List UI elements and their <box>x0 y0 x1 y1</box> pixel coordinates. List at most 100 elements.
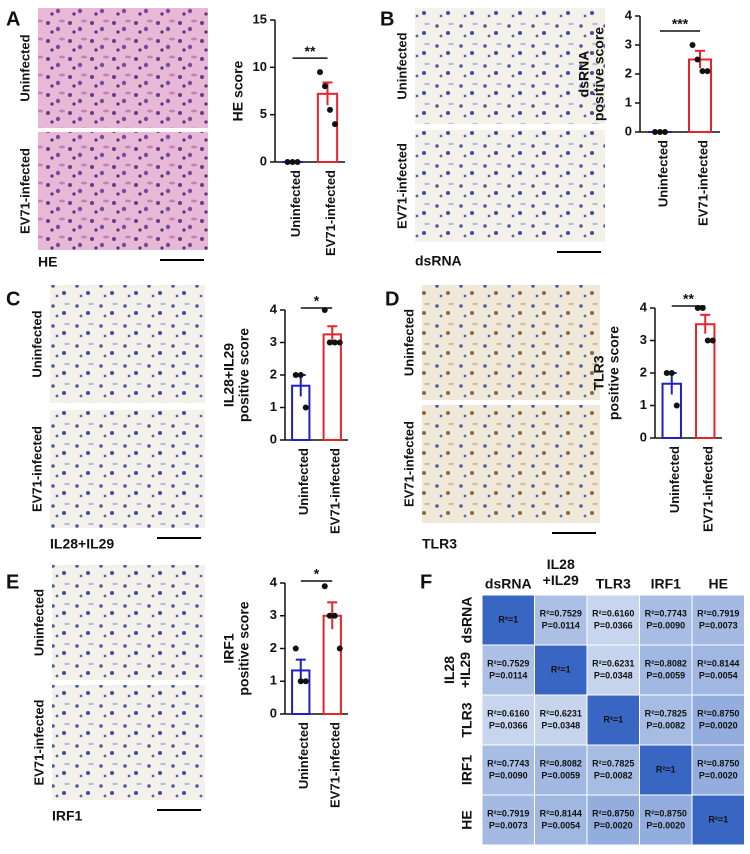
cell-r2-label: R²=0.7529 <box>540 608 582 618</box>
y-tick-label: 2 <box>270 640 277 655</box>
cell-p-label: P=0.0054 <box>699 670 738 680</box>
data-point <box>294 159 301 165</box>
data-point <box>694 56 701 63</box>
y-tick-label: 2 <box>640 364 647 379</box>
data-point <box>331 339 338 346</box>
data-point <box>302 404 309 411</box>
y-axis-title: IL28+IL29positive score <box>220 328 251 422</box>
data-point <box>331 612 338 619</box>
cell-p-label: P=0.0059 <box>541 770 580 780</box>
cell-p-label: P=0.0073 <box>489 820 528 830</box>
heatmap-cell <box>534 794 588 846</box>
y-tick-label: 2 <box>625 65 632 80</box>
image-row-label: EV71-infected <box>394 143 409 229</box>
cell-p-label: P=0.0020 <box>699 770 738 780</box>
heatmap-cell <box>586 744 640 796</box>
heatmap-cell <box>639 694 693 746</box>
y-tick-label: 5 <box>260 106 267 121</box>
cell-r2-label: R²=1 <box>708 814 728 824</box>
cell-r2-label: R²=0.6231 <box>592 658 634 668</box>
x-tick-label: EV71-infected <box>695 140 710 226</box>
cell-p-label: P=0.0348 <box>594 670 633 680</box>
data-point <box>663 370 670 376</box>
y-tick-label: 0 <box>260 153 267 168</box>
cell-r2-label: R²=0.8082 <box>645 658 687 668</box>
stain-label: dsRNA <box>415 253 462 269</box>
cell-p-label: P=0.0114 <box>542 620 580 630</box>
significance-label: * <box>314 566 320 582</box>
micrograph <box>415 8 605 124</box>
cell-p-label: P=0.0020 <box>594 820 633 830</box>
bar <box>322 333 342 441</box>
data-point <box>297 372 304 378</box>
cell-r2-label: R²=1 <box>656 764 676 774</box>
heatmap-cell <box>691 794 745 846</box>
y-tick-label: 1 <box>625 94 632 109</box>
row-label: TLR3 <box>459 702 475 737</box>
data-point <box>289 159 296 165</box>
data-point <box>709 337 716 344</box>
cell-p-label: P=0.0366 <box>594 620 633 630</box>
data-point <box>284 159 291 165</box>
y-tick-label: 3 <box>625 36 632 51</box>
cell-r2-label: R²=0.8750 <box>697 708 739 718</box>
image-row-label: Uninfected <box>17 34 32 101</box>
image-row-label: EV71-infected <box>31 699 46 785</box>
cell-r2-label: R²=0.8144 <box>697 658 739 668</box>
cell-r2-label: R²=0.8750 <box>592 808 634 818</box>
y-tick-label: 4 <box>270 301 278 316</box>
cell-p-label: P=0.0059 <box>646 670 685 680</box>
data-point <box>689 42 696 48</box>
data-point <box>662 129 668 135</box>
cell-r2-label: R²=1 <box>603 714 623 724</box>
cell-r2-label: R²=0.8750 <box>697 758 739 768</box>
micrograph <box>50 285 205 403</box>
cell-r2-label: R²=0.7825 <box>592 758 634 768</box>
panel-label: F <box>420 571 432 593</box>
significance-label: ** <box>305 43 316 59</box>
y-axis-title: IRF1positive score <box>220 601 251 695</box>
row-label: dsRNA <box>459 597 475 644</box>
panel-label: B <box>380 8 394 30</box>
micrograph <box>38 132 208 250</box>
significance-label: *** <box>672 16 689 32</box>
data-point <box>326 612 333 619</box>
y-axis-title: HE score <box>230 60 246 121</box>
x-tick-label: Uninfected <box>288 170 303 237</box>
data-point <box>321 583 328 590</box>
panel-label: D <box>385 288 399 310</box>
micrograph <box>38 8 208 128</box>
micrograph <box>422 405 600 523</box>
cell-r2-label: R²=0.6160 <box>592 608 634 618</box>
y-tick-label: 1 <box>270 399 277 414</box>
cell-r2-label: R²=0.7919 <box>487 808 529 818</box>
x-tick-label: Uninfected <box>296 448 311 515</box>
y-axis-title: dsRNApositive score <box>575 27 606 121</box>
data-point <box>673 402 680 409</box>
heatmap-cell <box>639 594 693 646</box>
row-label: IL28+IL29 <box>441 652 473 688</box>
column-label: TLR3 <box>596 576 631 592</box>
x-tick-label: Uninfected <box>296 722 311 789</box>
cell-p-label: P=0.0090 <box>646 620 685 630</box>
x-tick-label: EV71-infected <box>328 448 343 534</box>
data-point <box>657 129 663 135</box>
cell-r2-label: R²=0.7919 <box>697 608 739 618</box>
y-tick-label: 15 <box>253 11 267 26</box>
data-point <box>292 645 299 652</box>
heatmap-cell <box>586 694 640 746</box>
cell-p-label: P=0.0073 <box>699 620 738 630</box>
significance-label: ** <box>683 291 694 307</box>
micrograph <box>422 285 600 400</box>
heatmap-cell <box>639 744 693 796</box>
cell-r2-label: R²=0.7529 <box>487 658 529 668</box>
data-point <box>704 68 711 75</box>
cell-r2-label: R²=0.8144 <box>540 808 582 818</box>
x-tick-label: Uninfected <box>667 446 682 513</box>
bar <box>322 614 342 715</box>
heatmap-cell <box>691 744 745 796</box>
micrograph <box>52 685 205 800</box>
cell-p-label: P=0.0054 <box>541 820 580 830</box>
panel-label: A <box>6 8 20 30</box>
stain-label: IRF1 <box>52 808 83 824</box>
